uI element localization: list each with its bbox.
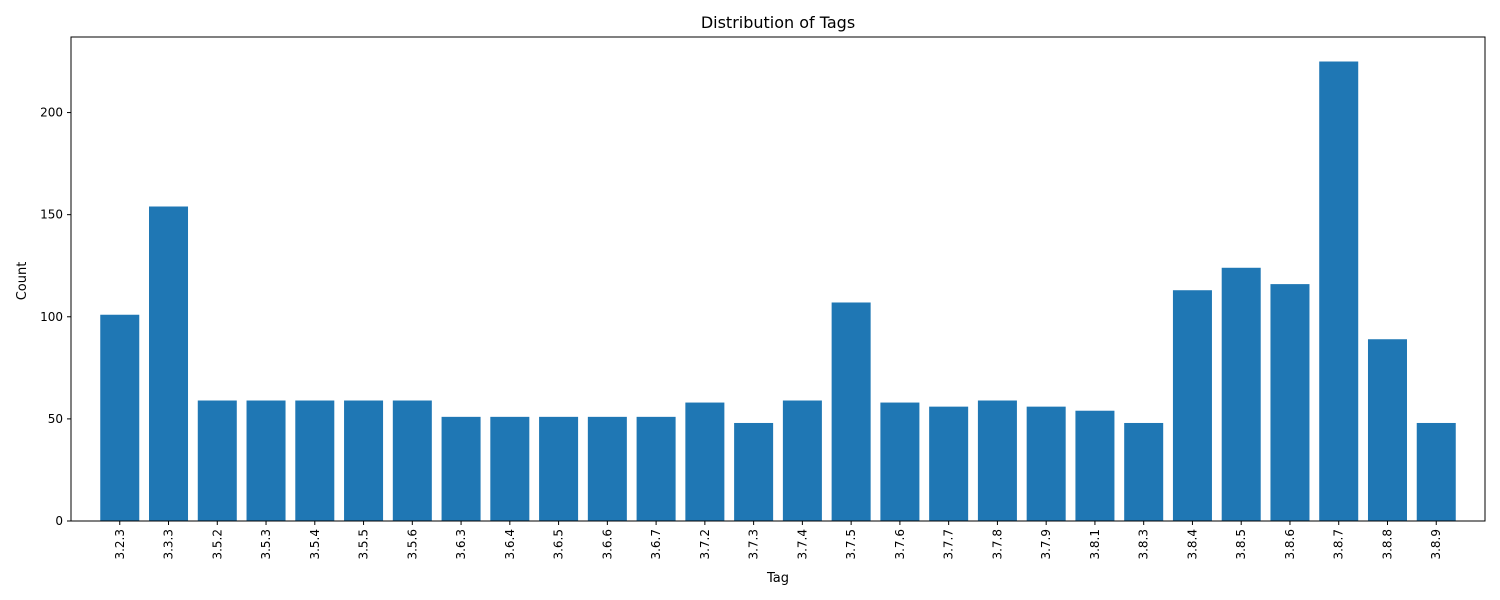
bar-3-7-6 bbox=[880, 402, 920, 521]
x-tick-label: 3.8.8 bbox=[1380, 529, 1394, 560]
bar-3-6-5 bbox=[539, 416, 579, 521]
x-tick-label: 3.7.5 bbox=[844, 529, 858, 560]
bar-3-5-6 bbox=[392, 400, 432, 521]
x-tick-label: 3.8.4 bbox=[1185, 529, 1199, 560]
x-tick-label: 3.2.3 bbox=[113, 529, 127, 560]
y-tick-label: 100 bbox=[40, 310, 63, 324]
bar-3-6-3 bbox=[441, 416, 481, 521]
bar-3-7-2 bbox=[685, 402, 725, 521]
x-tick-label: 3.7.3 bbox=[747, 529, 761, 560]
x-tick-label: 3.7.6 bbox=[893, 529, 907, 560]
bar-3-8-7 bbox=[1319, 61, 1359, 521]
bar-3-8-5 bbox=[1221, 267, 1261, 521]
bar-3-5-3 bbox=[246, 400, 286, 521]
x-tick-label: 3.8.1 bbox=[1088, 529, 1102, 560]
y-tick-label: 200 bbox=[40, 106, 63, 120]
bar-3-8-8 bbox=[1367, 339, 1407, 521]
bar-3-6-4 bbox=[490, 416, 530, 521]
chart-title: Distribution of Tags bbox=[701, 13, 855, 32]
bar-3-7-3 bbox=[734, 422, 774, 521]
x-tick-label: 3.6.4 bbox=[503, 529, 517, 560]
bars-group bbox=[100, 61, 1456, 521]
x-tick-label: 3.6.7 bbox=[649, 529, 663, 560]
x-tick-label: 3.8.6 bbox=[1283, 529, 1297, 560]
bar-3-7-4 bbox=[782, 400, 822, 521]
bar-3-2-3 bbox=[100, 314, 140, 521]
bar-3-5-5 bbox=[344, 400, 384, 521]
x-tick-label: 3.7.4 bbox=[795, 529, 809, 560]
x-tick-label: 3.5.2 bbox=[210, 529, 224, 560]
x-tick-label: 3.7.8 bbox=[990, 529, 1004, 560]
x-tick-label: 3.7.9 bbox=[1039, 529, 1053, 560]
x-tick-label: 3.7.2 bbox=[698, 529, 712, 560]
bar-3-8-1 bbox=[1075, 410, 1115, 521]
x-tick-label: 3.5.3 bbox=[259, 529, 273, 560]
y-tick-label: 150 bbox=[40, 208, 63, 222]
x-tick-label: 3.8.7 bbox=[1332, 529, 1346, 560]
x-tick-label: 3.7.7 bbox=[942, 529, 956, 560]
bar-3-6-7 bbox=[636, 416, 676, 521]
bar-3-8-9 bbox=[1416, 422, 1456, 521]
x-tick-label: 3.8.5 bbox=[1234, 529, 1248, 560]
x-tick-label: 3.8.9 bbox=[1429, 529, 1443, 560]
x-axis-title: Tag bbox=[766, 571, 789, 586]
bar-3-7-7 bbox=[929, 406, 969, 521]
bar-3-8-6 bbox=[1270, 284, 1310, 521]
x-tick-label: 3.3.3 bbox=[162, 529, 176, 560]
x-tick-label: 3.5.5 bbox=[357, 529, 371, 560]
x-tick-label: 3.6.6 bbox=[600, 529, 614, 560]
bar-3-3-3 bbox=[149, 206, 189, 521]
x-tick-label: 3.8.3 bbox=[1137, 529, 1151, 560]
bar-3-7-9 bbox=[1026, 406, 1066, 521]
bar-3-5-2 bbox=[197, 400, 237, 521]
y-tick-label: 0 bbox=[55, 514, 63, 528]
x-tick-label: 3.6.5 bbox=[552, 529, 566, 560]
x-tick-label: 3.6.3 bbox=[454, 529, 468, 560]
bar-3-8-3 bbox=[1124, 422, 1164, 521]
y-axis-title: Count bbox=[15, 262, 30, 301]
bar-3-6-6 bbox=[587, 416, 627, 521]
bar-3-5-4 bbox=[295, 400, 335, 521]
plot-frame bbox=[70, 36, 1486, 522]
x-axis-ticks: 3.2.3 3.3.3 3.5.2 3.5.3 3.5.4 3.5.5 3.5.6 3.6.3… bbox=[113, 521, 1443, 560]
bar-3-8-4 bbox=[1172, 290, 1212, 521]
y-tick-label: 50 bbox=[48, 412, 63, 426]
y-axis-ticks: 0 50 100 150 200 bbox=[40, 106, 71, 528]
x-tick-label: 3.5.6 bbox=[405, 529, 419, 560]
bar-3-7-8 bbox=[977, 400, 1017, 521]
x-tick-label: 3.5.4 bbox=[308, 529, 322, 560]
bar-3-7-5 bbox=[831, 302, 871, 521]
